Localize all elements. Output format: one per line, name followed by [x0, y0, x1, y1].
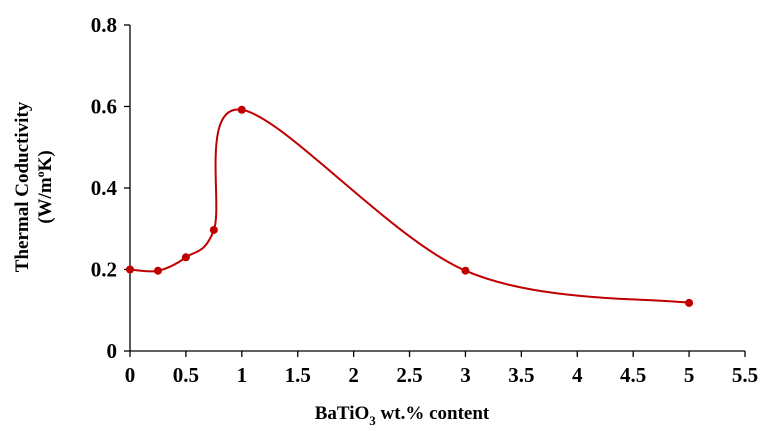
x-tick-label: 5	[684, 363, 695, 387]
data-point	[461, 266, 470, 275]
data-point	[126, 265, 134, 274]
series-line	[129, 108, 690, 304]
x-tick-label: 2	[348, 363, 359, 387]
x-tick-label: 1	[237, 363, 248, 387]
y-tick-label: 0.4	[91, 176, 118, 200]
x-tick-label: 1.5	[285, 363, 311, 387]
x-tick-label: 3.5	[508, 363, 534, 387]
x-tick-label: 2.5	[396, 363, 422, 387]
data-point	[153, 266, 162, 275]
x-tick-label: 5.5	[732, 363, 758, 387]
y-tick-label: 0.2	[91, 258, 117, 282]
y-tick-label: 0	[107, 339, 118, 363]
y-tick-label: 0.6	[91, 95, 117, 119]
x-axis-title: BaTiO3 wt.% content	[315, 403, 490, 428]
x-axis-ticks: 0 0.5 1 1.5 2 2.5 3 3.5 4 4.5 5 5.5	[125, 351, 758, 387]
x-tick-label: 0.5	[173, 363, 199, 387]
data-point	[685, 298, 694, 307]
data-point	[237, 105, 246, 114]
y-axis-title-line2: (W/moK)	[33, 150, 56, 224]
x-tick-label: 3	[460, 363, 471, 387]
y-axis-title-line1: Thermal Coductivity	[12, 101, 33, 272]
y-tick-label: 0.8	[91, 13, 117, 37]
x-tick-label: 4.5	[620, 363, 646, 387]
data-point	[209, 225, 218, 234]
y-axis-ticks: 0 0.2 0.4 0.6 0.8	[91, 13, 130, 363]
axes	[129, 25, 745, 352]
x-tick-label: 4	[572, 363, 583, 387]
x-tick-label: 0	[125, 363, 136, 387]
series-layer	[126, 105, 694, 307]
y-axis-title: Thermal Coductivity (W/moK)	[12, 101, 56, 272]
data-point	[181, 253, 190, 262]
